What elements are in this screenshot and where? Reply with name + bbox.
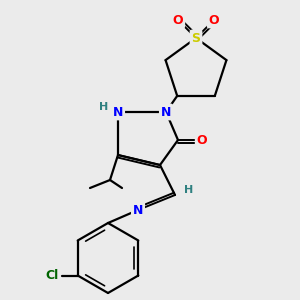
Text: Cl: Cl bbox=[45, 269, 58, 282]
Text: O: O bbox=[209, 14, 219, 26]
Text: O: O bbox=[173, 14, 183, 26]
Text: N: N bbox=[133, 203, 143, 217]
Text: O: O bbox=[197, 134, 207, 146]
Text: N: N bbox=[161, 106, 171, 118]
Text: N: N bbox=[113, 106, 123, 118]
Text: H: H bbox=[184, 185, 194, 195]
Text: S: S bbox=[191, 32, 200, 44]
Text: H: H bbox=[99, 102, 109, 112]
